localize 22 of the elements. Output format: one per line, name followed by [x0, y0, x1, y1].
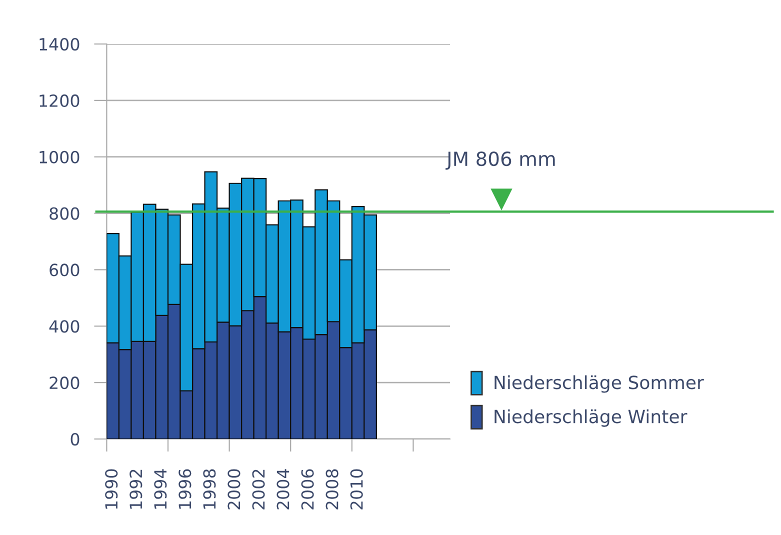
x-tick-label: 2004 — [276, 469, 290, 510]
x-tick-label: 2006 — [301, 469, 314, 510]
y-tick-label: 200 — [50, 376, 80, 390]
x-tick-label: 2000 — [228, 469, 240, 510]
x-tick-label: 2010 — [350, 469, 363, 510]
y-tick-label: 600 — [50, 264, 80, 276]
x-tick-label: 2008 — [326, 469, 338, 510]
x-tick-label: 1990 — [105, 469, 118, 509]
y-tick-label: 400 — [49, 320, 80, 333]
ref-line-label: JM 806 mm — [446, 151, 555, 170]
y-tick-label: 1000 — [40, 150, 80, 164]
x-tick-label: 1996 — [178, 469, 192, 509]
y-tick-label: 1200 — [40, 94, 80, 107]
x-tick-label: 2002 — [252, 470, 265, 510]
x-tick-label: 1998 — [203, 469, 216, 509]
legend-label: Niederschläge Sommer — [494, 375, 704, 393]
y-tick-label: 0 — [70, 432, 80, 446]
x-tick-label: 1994 — [154, 469, 167, 509]
legend-label: Niederschläge Winter — [494, 409, 688, 427]
x-tick-label: 1992 — [130, 470, 142, 509]
y-tick-label: 1400 — [40, 38, 80, 51]
y-tick-label: 800 — [50, 207, 80, 220]
